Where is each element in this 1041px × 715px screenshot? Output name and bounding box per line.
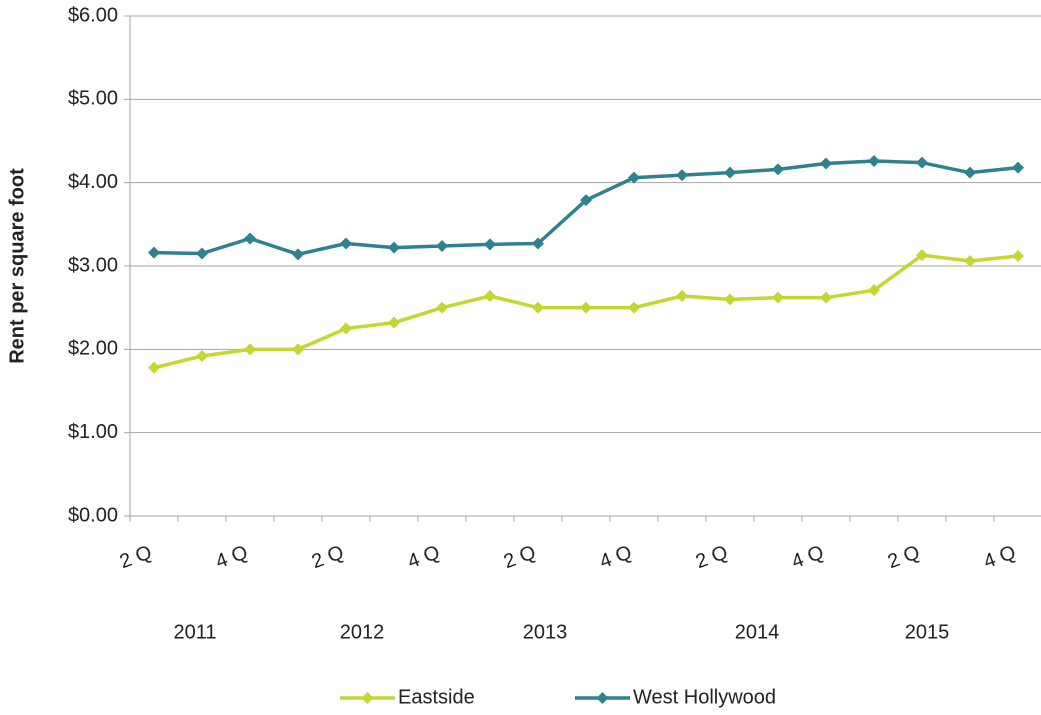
data-point: [868, 284, 880, 297]
data-point: [820, 157, 832, 170]
data-point: [724, 293, 736, 306]
x-tick-label: 4 Q: [789, 541, 827, 573]
x-group-label: 2015: [905, 621, 950, 643]
x-group-label: 2013: [523, 621, 568, 643]
y-tick-label: $5.00: [68, 88, 118, 110]
data-point: [1012, 161, 1024, 174]
data-point: [148, 246, 160, 259]
data-point: [244, 343, 256, 356]
x-tick-label: 2 Q: [885, 541, 923, 573]
data-point: [916, 249, 928, 262]
data-point: [676, 169, 688, 182]
y-tick-label: $0.00: [68, 504, 118, 526]
y-tick-label: $3.00: [68, 254, 118, 276]
data-point: [580, 194, 592, 207]
data-point: [484, 290, 496, 302]
data-point: [292, 343, 304, 356]
data-point: [436, 240, 448, 252]
legend-marker: [596, 692, 609, 704]
data-point: [340, 322, 352, 335]
data-point: [148, 361, 160, 374]
data-point: [628, 171, 640, 184]
x-tick-label: 4 Q: [981, 541, 1019, 573]
x-tick-label: 4 Q: [405, 541, 443, 573]
y-tick-label: $1.00: [68, 421, 118, 443]
data-point: [772, 163, 784, 176]
data-point: [964, 166, 976, 179]
data-point: [964, 255, 976, 267]
data-point: [196, 247, 208, 260]
x-tick-label: 4 Q: [597, 541, 635, 573]
data-point: [340, 237, 352, 250]
data-point: [628, 301, 640, 314]
data-point: [388, 241, 400, 254]
data-point: [532, 301, 544, 314]
y-axis-label: Rent per square foot: [6, 168, 28, 364]
data-point: [244, 232, 256, 245]
data-point: [436, 301, 448, 314]
data-point: [292, 248, 304, 261]
legend-label: Eastside: [398, 686, 475, 708]
data-point: [484, 238, 496, 251]
series-line: [153, 159, 1019, 257]
data-point: [580, 301, 592, 314]
x-tick-label: 2 Q: [117, 541, 155, 573]
legend-label: West Hollywood: [633, 686, 776, 708]
x-group-label: 2014: [735, 621, 780, 643]
data-point: [868, 155, 880, 167]
x-tick-label: 2 Q: [309, 541, 347, 573]
data-point: [916, 156, 928, 169]
x-tick-label: 2 Q: [501, 541, 539, 573]
data-point: [1012, 250, 1024, 262]
data-point: [676, 290, 688, 302]
data-point: [196, 350, 208, 362]
y-tick-label: $4.00: [68, 171, 118, 193]
data-point: [532, 237, 544, 250]
data-point: [820, 291, 832, 304]
data-point: [388, 316, 400, 329]
data-point: [772, 291, 784, 304]
y-tick-label: $6.00: [68, 4, 118, 26]
x-group-label: 2011: [173, 621, 216, 643]
data-point: [724, 166, 736, 179]
x-tick-label: 4 Q: [213, 541, 251, 573]
legend-marker: [361, 692, 374, 704]
x-tick-label: 2 Q: [693, 541, 731, 573]
x-group-label: 2012: [340, 621, 385, 643]
y-tick-label: $2.00: [68, 338, 118, 360]
